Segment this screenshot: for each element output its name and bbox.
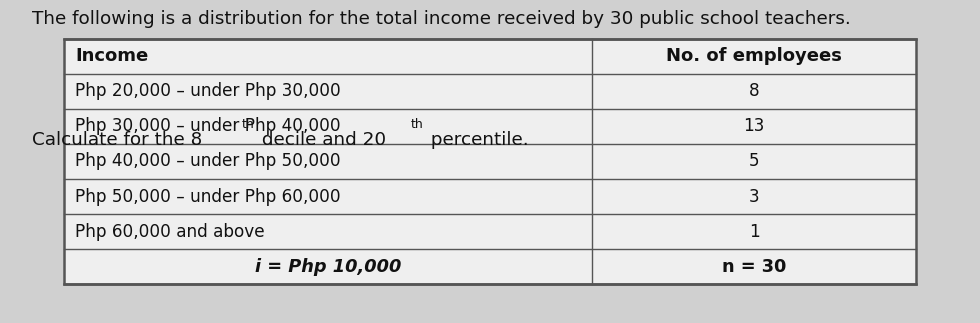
Text: Php 40,000 – under Php 50,000: Php 40,000 – under Php 50,000 (75, 152, 341, 171)
Text: th: th (411, 118, 423, 131)
Text: n = 30: n = 30 (722, 258, 787, 276)
Text: decile and 20: decile and 20 (257, 131, 386, 149)
Text: The following is a distribution for the total income received by 30 public schoo: The following is a distribution for the … (32, 10, 851, 28)
Text: 3: 3 (749, 188, 760, 205)
Text: percentile.: percentile. (425, 131, 529, 149)
Text: th: th (241, 118, 254, 131)
Text: Php 50,000 – under Php 60,000: Php 50,000 – under Php 60,000 (75, 188, 341, 205)
Text: Calculate for the 8: Calculate for the 8 (32, 131, 203, 149)
Text: Income: Income (75, 47, 149, 65)
Bar (64, 39, 916, 284)
Text: 13: 13 (744, 118, 765, 135)
Text: Php 20,000 – under Php 30,000: Php 20,000 – under Php 30,000 (75, 82, 341, 100)
Text: Php 30,000 – under Php 40,000: Php 30,000 – under Php 40,000 (75, 118, 341, 135)
Text: i = Php 10,000: i = Php 10,000 (255, 258, 401, 276)
Text: 8: 8 (749, 82, 760, 100)
Text: No. of employees: No. of employees (666, 47, 842, 65)
Bar (64, 39, 916, 284)
Text: 5: 5 (749, 152, 760, 171)
Text: Php 60,000 and above: Php 60,000 and above (75, 223, 265, 241)
Text: 1: 1 (749, 223, 760, 241)
